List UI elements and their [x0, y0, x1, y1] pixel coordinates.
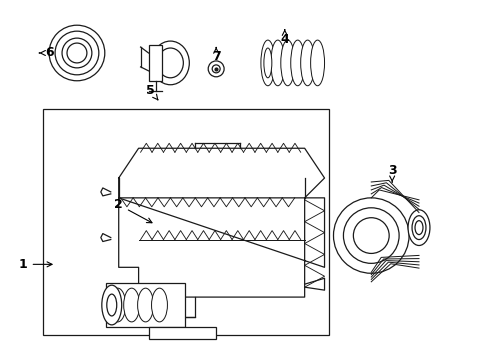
Ellipse shape — [261, 40, 274, 86]
Ellipse shape — [264, 48, 271, 78]
Ellipse shape — [151, 41, 189, 85]
Ellipse shape — [123, 288, 139, 322]
Circle shape — [62, 38, 92, 68]
Bar — [148, 327, 216, 339]
Ellipse shape — [102, 285, 122, 325]
Text: 6: 6 — [39, 46, 53, 59]
Polygon shape — [119, 198, 324, 297]
Ellipse shape — [157, 48, 183, 78]
Circle shape — [212, 65, 220, 73]
Ellipse shape — [300, 40, 314, 86]
Ellipse shape — [414, 221, 422, 235]
Text: 1: 1 — [19, 258, 52, 271]
Circle shape — [55, 31, 99, 75]
Circle shape — [333, 198, 408, 273]
Ellipse shape — [411, 216, 425, 239]
Bar — [43, 109, 328, 335]
Ellipse shape — [290, 40, 304, 86]
Circle shape — [67, 43, 87, 63]
Ellipse shape — [151, 288, 167, 322]
Circle shape — [353, 218, 388, 253]
Text: 7: 7 — [211, 48, 220, 63]
Ellipse shape — [137, 288, 153, 322]
Text: 2: 2 — [114, 198, 152, 223]
Text: 4: 4 — [280, 30, 288, 46]
Ellipse shape — [109, 288, 125, 322]
Bar — [148, 45, 162, 81]
Text: 5: 5 — [146, 84, 158, 100]
Bar — [105, 283, 185, 327]
Ellipse shape — [280, 40, 294, 86]
Circle shape — [343, 208, 398, 264]
Text: 3: 3 — [387, 163, 396, 182]
Ellipse shape — [407, 210, 429, 246]
Circle shape — [49, 25, 104, 81]
Circle shape — [208, 61, 224, 77]
Ellipse shape — [106, 294, 117, 316]
Ellipse shape — [270, 40, 284, 86]
Polygon shape — [119, 148, 324, 198]
Ellipse shape — [310, 40, 324, 86]
